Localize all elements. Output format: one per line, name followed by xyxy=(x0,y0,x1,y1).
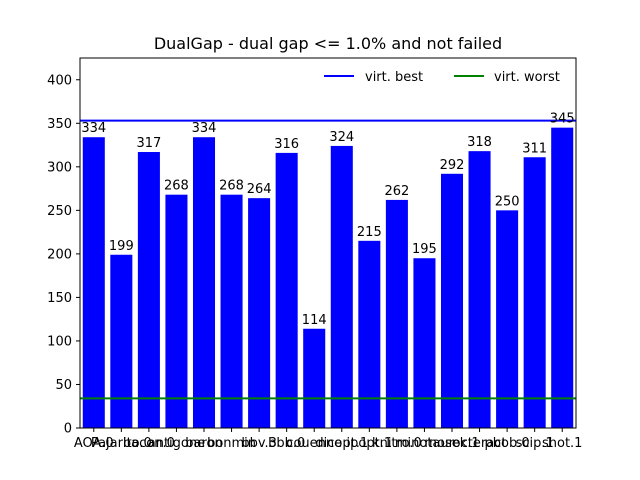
x-tick-label-4: baron xyxy=(185,436,222,451)
y-tick-label-8: 400 xyxy=(47,73,72,88)
x-tick-label-12: minotaur xyxy=(395,436,455,451)
data-label-9: 324 xyxy=(329,130,354,145)
bar-7 xyxy=(275,152,298,428)
bar-14 xyxy=(468,151,491,428)
x-tick-label-1: Pajarito.0 xyxy=(91,436,152,451)
bar-17 xyxy=(551,127,574,429)
x-tick-label-7: bbb.0 xyxy=(268,436,305,451)
y-tick-label-6: 300 xyxy=(47,160,72,175)
x-tick-label-14: octeract xyxy=(453,436,507,451)
y-tick-label-7: 350 xyxy=(47,117,72,132)
data-label-15: 250 xyxy=(495,194,520,209)
legend: virt. best virt. worst xyxy=(324,70,560,85)
bar-0 xyxy=(82,137,105,428)
bar-3 xyxy=(165,194,188,428)
data-label-17: 345 xyxy=(550,112,575,127)
y-tick-label-1: 50 xyxy=(55,378,72,393)
y-axis: 0 50 100 150 200 250 300 350 400 xyxy=(47,73,80,437)
data-label-12: 195 xyxy=(412,242,437,257)
x-tick-label-13: mosek.1 xyxy=(424,436,479,451)
x-tick-label-9: dicopt.1 xyxy=(315,436,368,451)
x-tick-label-0: AOA.0 xyxy=(74,436,114,451)
y-tick-label-2: 100 xyxy=(47,334,72,349)
data-label-8: 114 xyxy=(302,313,327,328)
bar-9 xyxy=(330,145,353,428)
bar-13 xyxy=(440,173,464,428)
y-tick-label-5: 250 xyxy=(47,204,72,219)
bar-5 xyxy=(220,194,243,428)
bar-4 xyxy=(192,137,216,428)
x-tick-label-6: bbv.3 xyxy=(241,436,277,451)
x-tick-label-15: pbob.0 xyxy=(485,436,530,451)
data-label-16: 311 xyxy=(522,141,547,156)
data-label-5: 268 xyxy=(219,179,244,194)
data-label-2: 317 xyxy=(136,136,161,151)
plot-frame xyxy=(79,57,577,429)
y-tick-label-0: 0 xyxy=(64,422,72,437)
data-label-11: 262 xyxy=(384,184,409,199)
chart-title: DualGap - dual gap <= 1.0% and not faile… xyxy=(154,34,502,53)
data-label-7: 316 xyxy=(274,137,299,152)
bar-1 xyxy=(110,254,133,428)
bar-15 xyxy=(496,210,519,428)
bar-12 xyxy=(413,258,436,428)
bar-10 xyxy=(358,240,381,428)
data-label-1: 199 xyxy=(109,239,134,254)
bar-2 xyxy=(137,152,160,428)
x-tick-label-3: antigone xyxy=(148,436,205,451)
x-axis: AOA.0Pajarito.0bacon.0antigonebaronbonmi… xyxy=(74,428,582,451)
reference-lines-layer xyxy=(80,119,576,400)
x-tick-label-11: knitro.0 xyxy=(372,436,422,451)
data-label-3: 268 xyxy=(164,179,189,194)
x-tick-label-17: shot.1 xyxy=(542,436,582,451)
x-tick-label-16: scip.1 xyxy=(516,436,554,451)
bar-8 xyxy=(303,328,326,428)
data-label-13: 292 xyxy=(440,158,465,173)
data-label-14: 318 xyxy=(467,135,492,150)
y-tick-label-3: 150 xyxy=(47,291,72,306)
x-tick-label-8: couenne xyxy=(286,436,342,451)
data-label-4: 334 xyxy=(192,121,217,136)
data-label-0: 334 xyxy=(81,121,106,136)
x-tick-label-10: ipopt.1 xyxy=(347,436,393,451)
x-tick-label-2: bacon.0 xyxy=(123,436,175,451)
bars-layer xyxy=(82,127,574,429)
bar-6 xyxy=(248,198,271,428)
bar-11 xyxy=(385,199,408,428)
data-label-6: 264 xyxy=(247,182,272,197)
legend-virt-worst-label: virt. worst xyxy=(494,70,560,85)
legend-virt-best-label: virt. best xyxy=(365,70,423,85)
x-tick-label-5: bonmin xyxy=(207,436,256,451)
bar-16 xyxy=(523,157,546,428)
data-label-10: 215 xyxy=(357,225,382,240)
y-tick-label-4: 200 xyxy=(47,247,72,262)
